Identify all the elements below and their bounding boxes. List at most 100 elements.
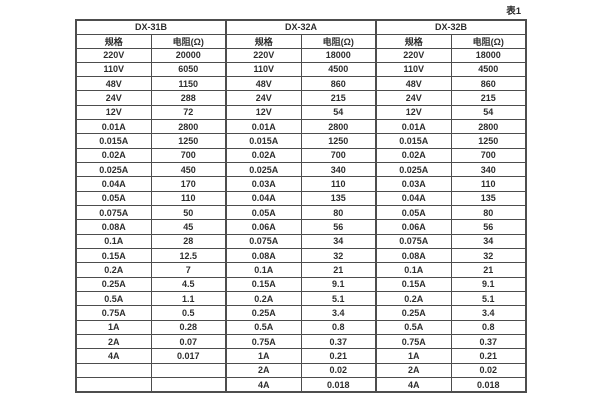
table-row: 0.015A 1250 0.015A 1250 0.015A 1250 — [75, 133, 527, 149]
resistance-cell: 450 — [150, 162, 227, 178]
spec-cell: 0.75A — [375, 334, 452, 350]
resistance-cell: 9.1 — [300, 276, 377, 293]
resistance-cell: 215 — [450, 90, 527, 106]
resistance-column-header: 电阻(Ω) — [150, 33, 227, 49]
spec-cell: 2A — [375, 362, 452, 379]
spec-cell: 110V — [225, 61, 302, 78]
resistance-cell: 860 — [450, 76, 527, 92]
resistance-cell: 18000 — [300, 47, 377, 63]
table-row: 0.025A 450 0.025A 340 0.025A 340 — [75, 162, 527, 178]
resistance-cell: 80 — [300, 205, 377, 221]
resistance-cell: 0.21 — [450, 348, 527, 364]
spec-cell: 0.75A — [225, 334, 302, 350]
resistance-cell: 0.02 — [450, 362, 527, 379]
group-header-dx31b: DX-31B — [75, 19, 227, 35]
spec-cell: 220V — [225, 47, 302, 63]
resistance-cell: 5.1 — [300, 291, 377, 307]
table-row: 0.5A 1.1 0.2A 5.1 0.2A 5.1 — [75, 291, 527, 307]
resistance-cell: 4500 — [300, 61, 377, 78]
resistance-cell: 170 — [150, 176, 227, 192]
resistance-cell: 700 — [150, 147, 227, 164]
spec-cell: 0.01A — [75, 119, 152, 135]
spec-cell: 0.25A — [75, 276, 152, 293]
spec-cell: 4A — [225, 377, 302, 393]
resistance-cell — [150, 377, 227, 393]
spec-cell: 0.01A — [375, 119, 452, 135]
spec-cell: 0.15A — [75, 248, 152, 264]
spec-cell: 0.2A — [75, 262, 152, 278]
spec-cell: 0.02A — [75, 147, 152, 164]
spec-cell: 0.02A — [225, 147, 302, 164]
spec-cell: 12V — [225, 104, 302, 121]
spec-cell: 12V — [75, 104, 152, 121]
spec-cell: 24V — [375, 90, 452, 106]
resistance-cell: 0.28 — [150, 319, 227, 336]
spec-cell: 0.15A — [375, 276, 452, 293]
resistance-cell: 21 — [300, 262, 377, 278]
spec-cell: 0.1A — [75, 233, 152, 250]
resistance-cell — [150, 362, 227, 379]
table-row: 4A 0.017 1A 0.21 1A 0.21 — [75, 348, 527, 364]
spec-cell: 0.02A — [375, 147, 452, 164]
resistance-cell: 2800 — [450, 119, 527, 135]
resistance-cell: 288 — [150, 90, 227, 106]
spec-cell: 4A — [375, 377, 452, 393]
spec-cell: 0.08A — [225, 248, 302, 264]
spec-cell: 24V — [75, 90, 152, 106]
resistance-cell: 45 — [150, 219, 227, 235]
table-row: 1A 0.28 0.5A 0.8 0.5A 0.8 — [75, 319, 527, 336]
spec-column-header: 规格 — [225, 33, 302, 49]
resistance-cell: 0.8 — [450, 319, 527, 336]
spec-cell: 0.08A — [75, 219, 152, 235]
table-row: 12V 72 12V 54 12V 54 — [75, 104, 527, 121]
resistance-cell: 5.1 — [450, 291, 527, 307]
resistance-cell: 1.1 — [150, 291, 227, 307]
spec-cell: 220V — [375, 47, 452, 63]
resistance-cell: 0.017 — [150, 348, 227, 364]
spec-cell: 2A — [225, 362, 302, 379]
resistance-cell: 0.37 — [300, 334, 377, 350]
column-header-row: 规格 电阻(Ω) 规格 电阻(Ω) 规格 电阻(Ω) — [75, 33, 527, 49]
table-row: 0.25A 4.5 0.15A 9.1 0.15A 9.1 — [75, 276, 527, 293]
group-header-row: DX-31B DX-32A DX-32B — [75, 19, 527, 35]
resistance-cell: 4.5 — [150, 276, 227, 293]
spec-cell: 0.5A — [375, 319, 452, 336]
resistance-cell: 1250 — [300, 133, 377, 149]
resistance-cell: 700 — [300, 147, 377, 164]
spec-cell: 0.06A — [225, 219, 302, 235]
resistance-column-header: 电阻(Ω) — [300, 33, 377, 49]
resistance-cell: 1250 — [450, 133, 527, 149]
resistance-cell: 72 — [150, 104, 227, 121]
group-header-dx32a: DX-32A — [225, 19, 377, 35]
spec-cell: 0.1A — [375, 262, 452, 278]
table-row: 2A 0.02 2A 0.02 — [75, 362, 527, 379]
spec-cell: 48V — [225, 76, 302, 92]
table-row: 220V 20000 220V 18000 220V 18000 — [75, 47, 527, 63]
spec-cell: 0.25A — [225, 305, 302, 321]
resistance-cell: 34 — [450, 233, 527, 250]
table-row: 0.05A 110 0.04A 135 0.04A 135 — [75, 190, 527, 207]
spec-cell: 0.2A — [375, 291, 452, 307]
resistance-cell: 110 — [300, 176, 377, 192]
resistance-cell: 3.4 — [450, 305, 527, 321]
spec-cell: 0.03A — [225, 176, 302, 192]
spec-cell: 0.08A — [375, 248, 452, 264]
resistance-cell: 32 — [450, 248, 527, 264]
spec-cell: 4A — [75, 348, 152, 364]
resistance-cell: 0.5 — [150, 305, 227, 321]
resistance-cell: 0.02 — [300, 362, 377, 379]
resistance-cell: 110 — [150, 190, 227, 207]
resistance-cell: 20000 — [150, 47, 227, 63]
spec-cell: 0.075A — [225, 233, 302, 250]
spec-cell: 0.04A — [75, 176, 152, 192]
spec-cell: 0.06A — [375, 219, 452, 235]
resistance-cell: 0.018 — [300, 377, 377, 393]
table-row: 0.15A 12.5 0.08A 32 0.08A 32 — [75, 248, 527, 264]
table-row: 24V 288 24V 215 24V 215 — [75, 90, 527, 106]
spec-cell: 0.01A — [225, 119, 302, 135]
spec-cell: 0.025A — [225, 162, 302, 178]
resistance-cell: 1250 — [150, 133, 227, 149]
table-row: 2A 0.07 0.75A 0.37 0.75A 0.37 — [75, 334, 527, 350]
table-head: DX-31B DX-32A DX-32B 规格 电阻(Ω) 规格 电阻(Ω) 规… — [75, 19, 527, 49]
